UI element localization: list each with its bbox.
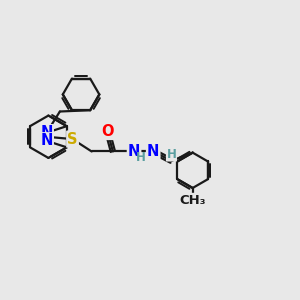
Text: N: N [128, 144, 140, 159]
Text: S: S [67, 132, 78, 147]
Text: H: H [167, 148, 176, 161]
Text: CH₃: CH₃ [179, 194, 206, 207]
Text: O: O [101, 124, 114, 139]
Text: H: H [136, 152, 146, 164]
Text: N: N [147, 144, 159, 159]
Text: N: N [40, 133, 53, 148]
Text: N: N [40, 125, 53, 140]
